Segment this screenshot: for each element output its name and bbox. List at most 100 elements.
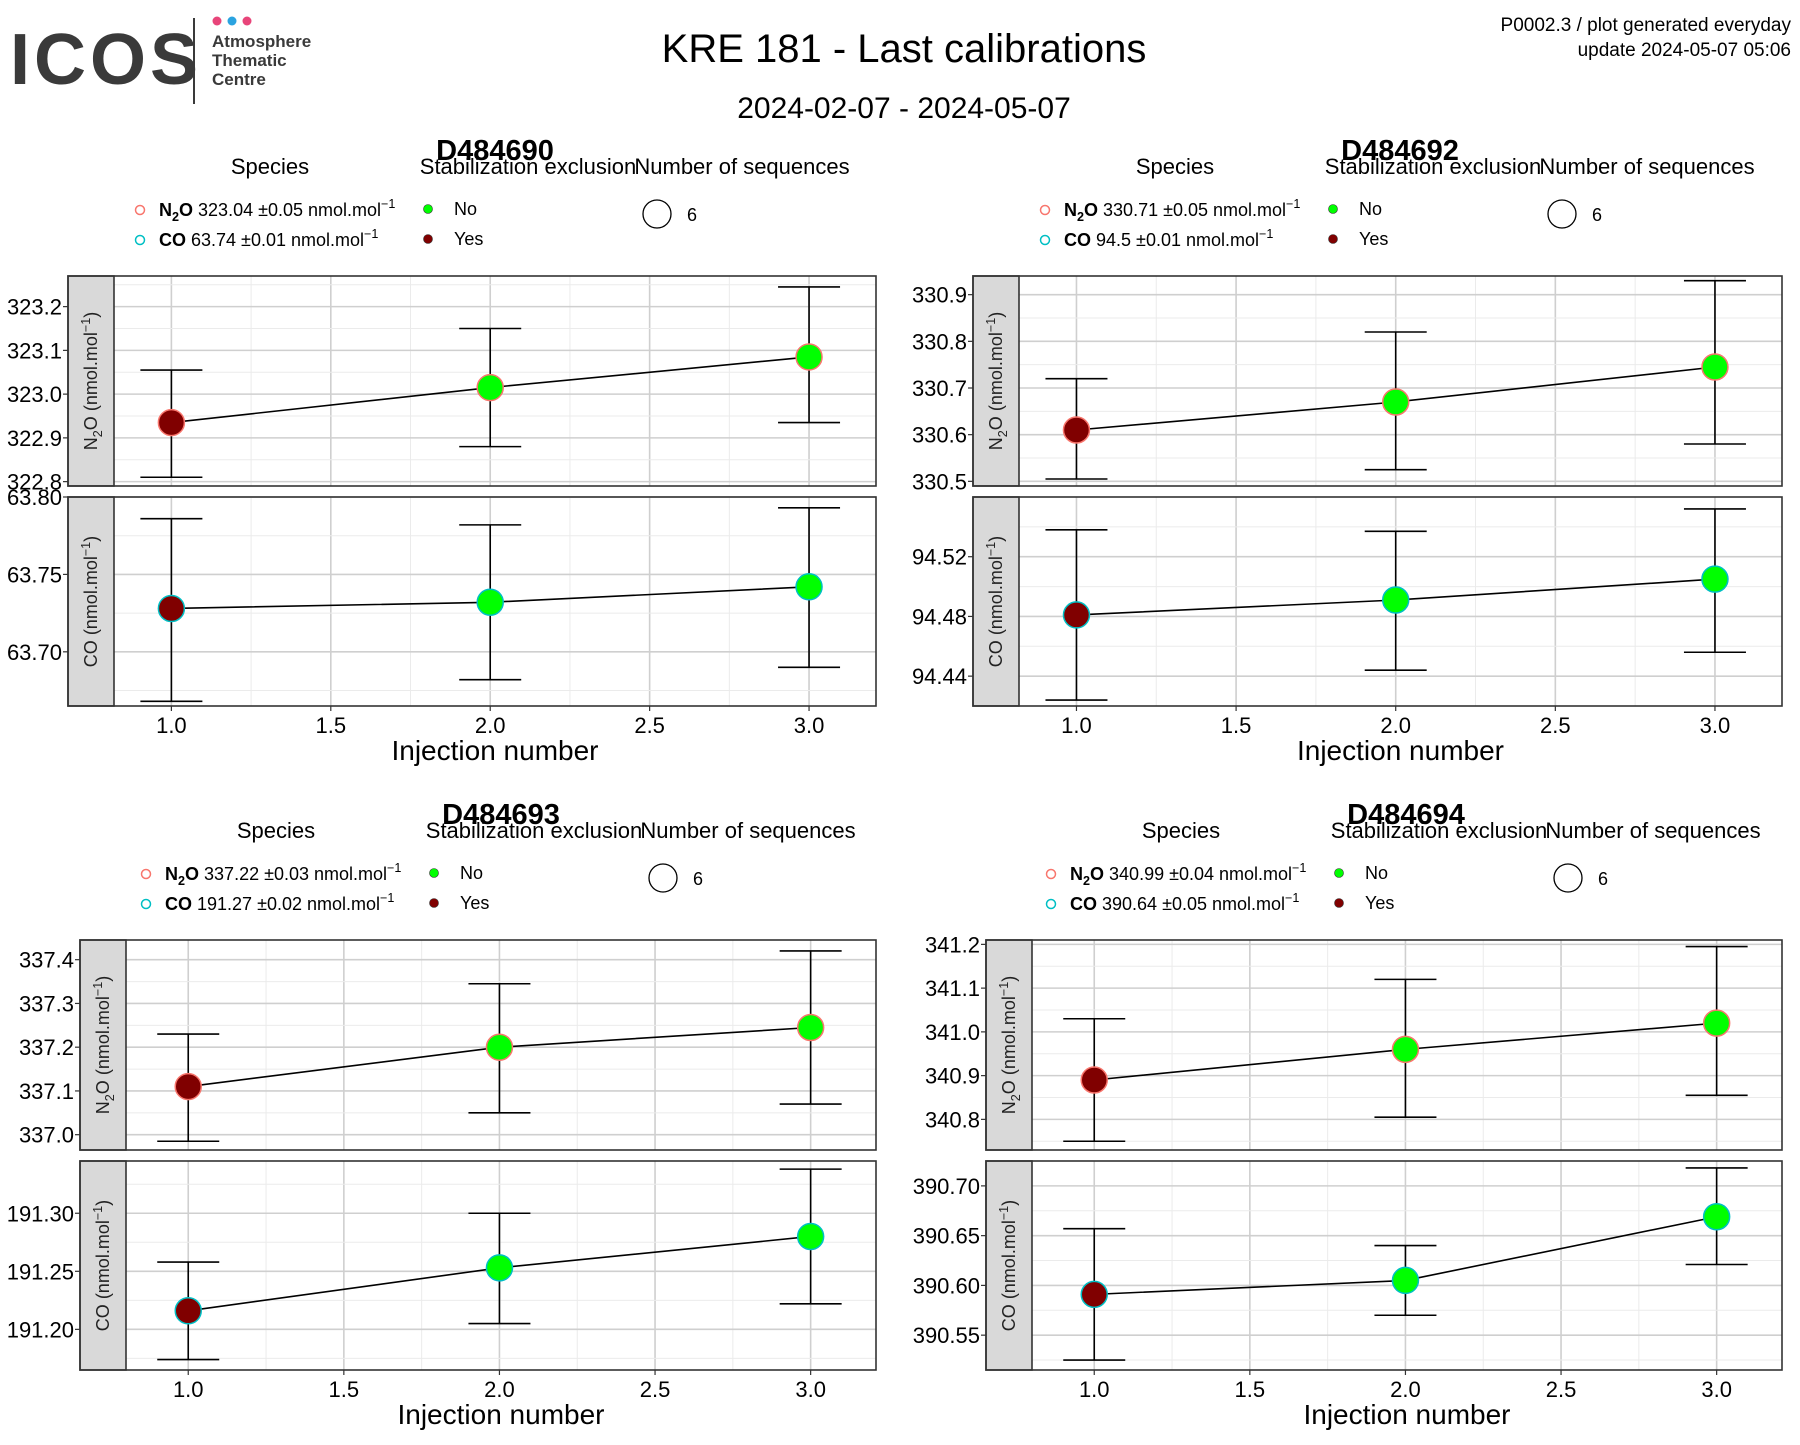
legend-yes-label: Yes bbox=[460, 893, 489, 913]
x-tick-label: 1.5 bbox=[316, 713, 347, 738]
data-point bbox=[157, 594, 186, 623]
legend-species-entry: N2O 323.04 ±0.05 nmol.mol−1 bbox=[159, 197, 395, 224]
y-tick-label: 337.1 bbox=[19, 1079, 74, 1104]
formula-sub: 2 bbox=[172, 210, 179, 224]
data-point bbox=[795, 573, 823, 601]
formula-o: O bbox=[81, 416, 101, 430]
x-axis-label: Injection number bbox=[1297, 735, 1504, 766]
x-tick-label: 2.0 bbox=[1390, 1377, 1421, 1402]
logo-wordmark: ICOS bbox=[10, 20, 202, 100]
y-tick-label: 323.2 bbox=[7, 295, 62, 320]
formula-text: CO bbox=[986, 640, 1006, 667]
panel-CO: 390.55 390.60 390.65 390.70 CO (nmol.mol−1) bbox=[913, 1160, 1783, 1371]
strip-unit: (nmol.mol bbox=[93, 996, 113, 1080]
x-tick-label: 3.0 bbox=[795, 1377, 826, 1402]
formula-o: O bbox=[986, 416, 1006, 430]
legend-yes-label: Yes bbox=[1359, 229, 1388, 249]
y-tick-label: 94.44 bbox=[912, 664, 967, 689]
data-point bbox=[1391, 1035, 1420, 1064]
panel-CO: 94.44 94.48 94.52 CO (nmol.mol−1) bbox=[912, 496, 1783, 707]
legend-species-entry: CO 191.27 ±0.02 nmol.mol−1 bbox=[165, 891, 394, 914]
legend-sequences-value: 6 bbox=[687, 205, 697, 225]
legend-species-unit: 0.05 nmol.mol bbox=[1172, 894, 1285, 914]
chart-D484692: D484692 Species Stabilization exclusionNum… bbox=[912, 135, 1783, 766]
legend-species-value: 63.74 bbox=[186, 230, 241, 250]
panel-N2O: 322.8 322.9 323.0 323.1 323.2 N2O (nmol.mol−1… bbox=[7, 275, 877, 495]
formula-n: N bbox=[1064, 200, 1077, 220]
legend-stabilization-title: Stabilization exclusion bbox=[1325, 154, 1541, 179]
panel-CO: 63.70 63.75 63.80 CO (nmol.mol−1) bbox=[7, 485, 877, 707]
formula-o: O bbox=[185, 864, 199, 884]
legend-pm: ± bbox=[257, 894, 267, 914]
panel-N2O: 337.0 337.1 337.2 337.3 337.4 N2O (nmol.mol−1… bbox=[19, 939, 877, 1151]
strip-unit-close: ) bbox=[81, 536, 101, 542]
data-point bbox=[1062, 416, 1091, 444]
legend-yes-key bbox=[1328, 234, 1338, 244]
strip-unit-close: ) bbox=[986, 312, 1006, 318]
strip-unit-exp: −1 bbox=[997, 1206, 1011, 1220]
formula-o: O bbox=[179, 200, 193, 220]
legend-species-key bbox=[1045, 898, 1057, 910]
legend-species-entry: CO 390.64 ±0.05 nmol.mol−1 bbox=[1070, 891, 1299, 914]
legend-species-name: N2O bbox=[1064, 200, 1098, 224]
y-tick-label: 390.70 bbox=[913, 1174, 980, 1199]
legend-sequences-key bbox=[648, 863, 678, 893]
data-point bbox=[1701, 565, 1729, 593]
legend-species-key bbox=[1039, 234, 1051, 246]
strip-unit: (nmol.mol bbox=[986, 556, 1006, 640]
y-tick-label: 337.2 bbox=[19, 1035, 74, 1060]
legend-unit-exp: −1 bbox=[380, 891, 394, 905]
legend-pm: ± bbox=[241, 230, 251, 250]
legend-species-name: CO bbox=[1064, 230, 1091, 250]
data-point bbox=[174, 1072, 202, 1101]
panel-background bbox=[1019, 276, 1782, 486]
info-line-1: P0002.3 / plot generated everyday bbox=[1501, 15, 1792, 36]
facet-strip-label: N2O (nmol.mol−1) bbox=[984, 312, 1010, 450]
data-point bbox=[795, 343, 823, 371]
legend-species-unit: 0.02 nmol.mol bbox=[267, 894, 380, 914]
legend-species-unit: 0.05 nmol.mol bbox=[268, 200, 381, 220]
strip-unit: (nmol.mol bbox=[93, 1220, 113, 1304]
formula-sub: 2 bbox=[1009, 1094, 1023, 1101]
data-point bbox=[1701, 353, 1729, 381]
legend-species-name: N2O bbox=[159, 200, 193, 224]
x-tick-label: 2.5 bbox=[640, 1377, 671, 1402]
legend-stabilization-title: Stabilization exclusion bbox=[1331, 818, 1547, 843]
legend-sequences-key bbox=[1553, 863, 1583, 893]
x-tick-label: 1.5 bbox=[329, 1377, 360, 1402]
legend-no-label: No bbox=[460, 863, 483, 883]
formula-sub: 2 bbox=[103, 1094, 117, 1101]
y-tick-label: 337.0 bbox=[19, 1123, 74, 1148]
chart-D484693: D484693 Species Stabilization exclusionNum… bbox=[7, 799, 877, 1430]
strip-unit-close: ) bbox=[999, 1200, 1019, 1206]
legend-no-label: No bbox=[454, 199, 477, 219]
formula-n: N bbox=[165, 864, 178, 884]
y-tick-label: 340.8 bbox=[925, 1107, 980, 1132]
legend-pm: ± bbox=[1162, 894, 1172, 914]
panel-border bbox=[79, 939, 877, 1151]
data-point bbox=[1080, 1066, 1108, 1094]
logo-line-1: Atmosphere bbox=[212, 32, 311, 51]
formula-n: N bbox=[1070, 864, 1083, 884]
data-point bbox=[1381, 388, 1410, 416]
legend-species-key bbox=[140, 898, 152, 910]
legend-sequences-value: 6 bbox=[693, 869, 703, 889]
data-point bbox=[1381, 586, 1410, 614]
legend-species-entry: N2O 330.71 ±0.05 nmol.mol−1 bbox=[1064, 197, 1300, 224]
x-tick-label: 1.0 bbox=[1079, 1377, 1110, 1402]
chart-D484690: D484690 Species Stabilization exclusionNum… bbox=[7, 135, 877, 766]
facet-strip bbox=[79, 1160, 127, 1371]
y-tick-label: 341.0 bbox=[925, 1020, 980, 1045]
legend-unit-exp: −1 bbox=[1292, 861, 1306, 875]
facet-strip-label: CO (nmol.mol−1) bbox=[984, 536, 1006, 667]
legend-stabilization-title: Stabilization exclusion bbox=[420, 154, 636, 179]
legend-no-key bbox=[429, 868, 439, 878]
x-tick-label: 2.5 bbox=[1540, 713, 1571, 738]
facet-strip bbox=[79, 939, 127, 1151]
data-point bbox=[157, 408, 186, 437]
data-point bbox=[485, 1254, 514, 1282]
legend-species-entry: CO 94.5 ±0.01 nmol.mol−1 bbox=[1064, 227, 1273, 250]
legend-sequences-title: Number of sequences bbox=[1539, 154, 1754, 179]
